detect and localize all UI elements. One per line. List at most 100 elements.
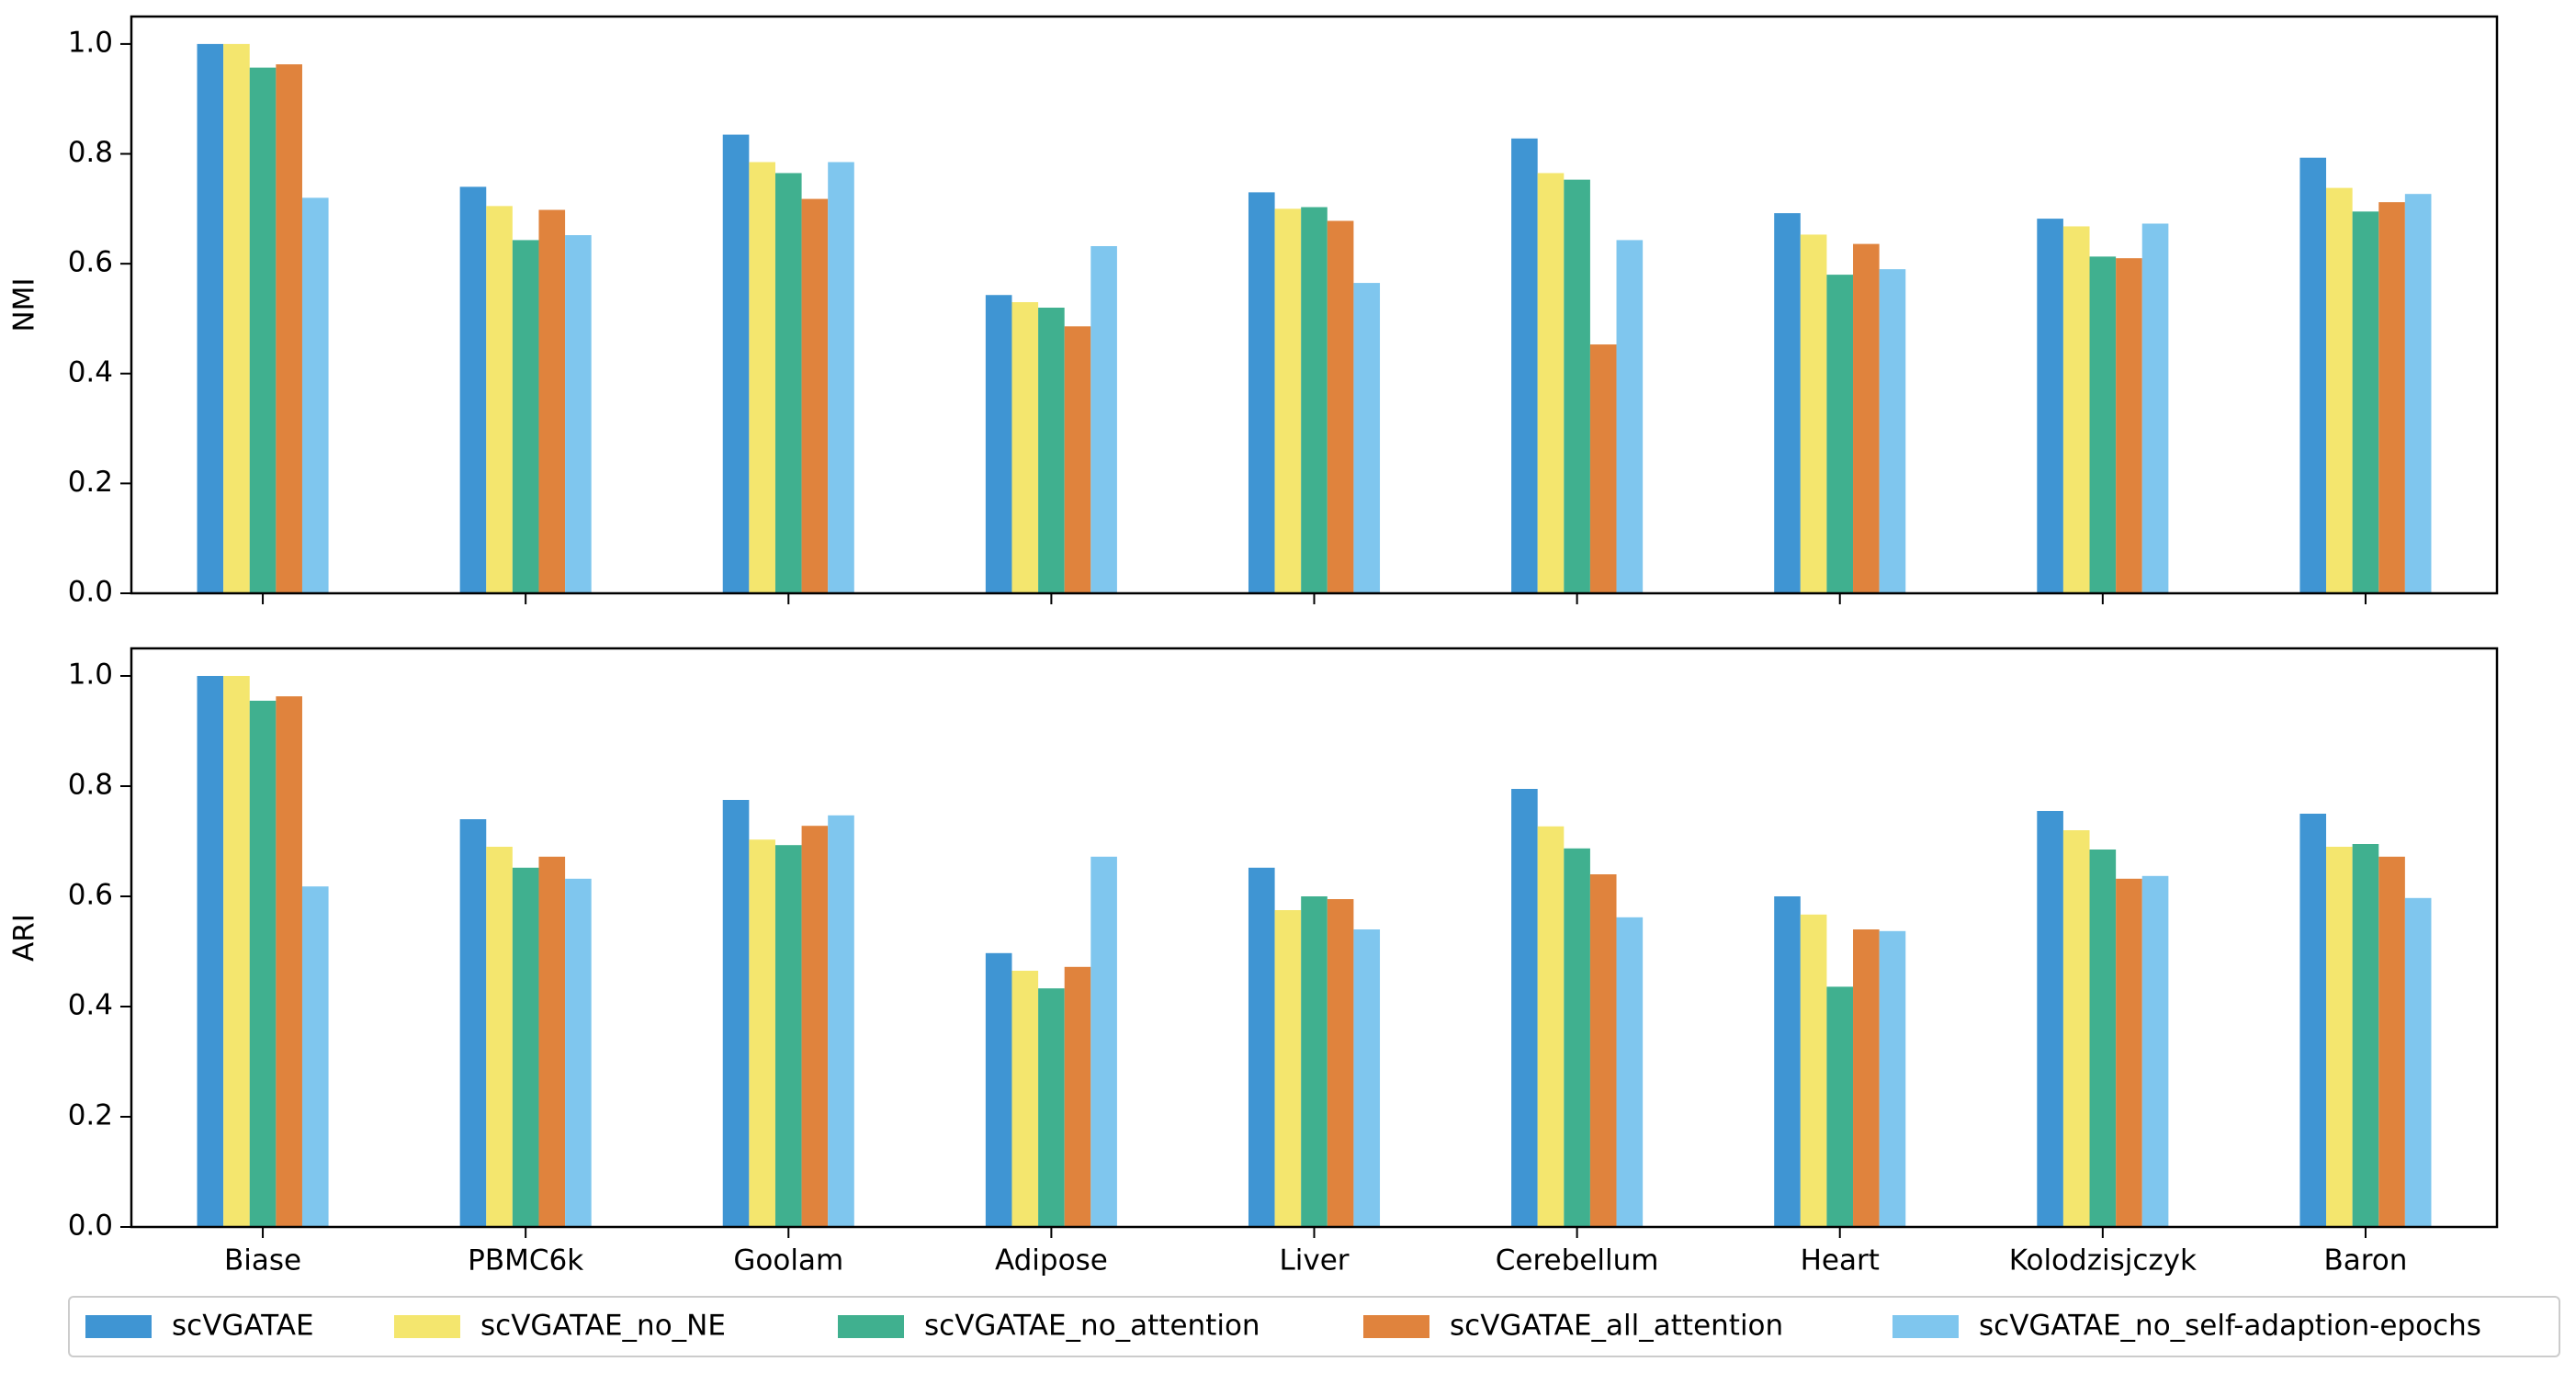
legend-label: scVGATAE_no_attention: [924, 1310, 1260, 1343]
bar: [1248, 192, 1275, 593]
bar: [1774, 896, 1801, 1227]
bar: [2062, 226, 2090, 593]
bar: [1537, 826, 1565, 1227]
legend-label: scVGATAE_no_self-adaption-epochs: [1979, 1310, 2481, 1343]
legend-swatch: [1892, 1315, 1959, 1338]
bar: [1353, 929, 1381, 1227]
bar: [1511, 789, 1538, 1227]
bar: [1826, 986, 1854, 1227]
y-tick-label: 1.0: [68, 26, 113, 59]
y-tick-label: 0.2: [68, 466, 113, 499]
bar: [1327, 220, 1354, 593]
bar: [1589, 874, 1617, 1227]
bar: [1853, 929, 1880, 1227]
bar: [2404, 194, 2432, 594]
y-tick-label: 0.4: [68, 989, 113, 1022]
legend-swatch: [838, 1315, 904, 1338]
bar: [1064, 966, 1091, 1227]
bar: [749, 162, 775, 593]
bar: [2352, 211, 2379, 594]
bar: [2299, 157, 2327, 593]
bar: [828, 162, 854, 593]
bar: [2378, 202, 2405, 593]
x-tick-label: Kolodzisjczyk: [2009, 1244, 2197, 1277]
y-axis-label: NMI: [8, 277, 41, 332]
bar: [722, 800, 750, 1227]
bar: [2141, 223, 2169, 593]
y-tick-label: 0.0: [68, 1210, 113, 1243]
x-tick-label: Adipose: [995, 1244, 1108, 1277]
bar: [1589, 344, 1617, 593]
bar: [249, 67, 277, 593]
bar: [2326, 847, 2353, 1227]
bar: [1800, 914, 1827, 1227]
x-tick-label: Biase: [224, 1244, 301, 1277]
bar: [276, 64, 302, 593]
bar: [1616, 917, 1644, 1227]
bar: [1011, 971, 1039, 1227]
bar: [1564, 179, 1590, 594]
legend-box: [68, 1296, 2560, 1357]
bar: [1038, 988, 1065, 1227]
bar: [249, 701, 277, 1227]
bar: [2141, 875, 2169, 1227]
bar: [276, 696, 302, 1227]
bar: [223, 43, 250, 593]
plot-frame: [130, 15, 2499, 595]
bar: [1564, 848, 1590, 1227]
bar: [1011, 302, 1039, 593]
bar: [1616, 240, 1644, 593]
x-tick-label: PBMC6k: [468, 1244, 583, 1277]
bar: [486, 206, 513, 594]
bar: [459, 186, 487, 593]
bar: [2037, 811, 2063, 1227]
bar: [538, 856, 566, 1227]
bar: [2404, 897, 2432, 1227]
y-tick-label: 0.0: [68, 576, 113, 609]
bar: [1826, 275, 1854, 593]
bar: [1537, 173, 1565, 593]
bar: [512, 240, 539, 593]
bar: [1879, 930, 1906, 1227]
bar: [459, 819, 487, 1227]
bar: [1774, 213, 1801, 593]
bar: [985, 952, 1012, 1227]
legend-label: scVGATAE_no_NE: [480, 1310, 726, 1343]
bar: [301, 197, 329, 593]
bar: [749, 839, 775, 1227]
bar: [1353, 283, 1381, 593]
bar: [486, 847, 513, 1227]
legend-swatch: [1363, 1315, 1429, 1338]
bar: [1301, 896, 1328, 1227]
bar: [2326, 187, 2353, 593]
y-axis-label: ARI: [8, 914, 41, 962]
bar: [2378, 856, 2405, 1227]
y-tick-label: 0.8: [68, 136, 113, 169]
x-tick-label: Cerebellum: [1496, 1244, 1659, 1277]
bar: [985, 295, 1012, 593]
bar: [2352, 844, 2379, 1227]
bar: [1327, 899, 1354, 1227]
bar: [565, 878, 592, 1227]
bar: [1800, 234, 1827, 594]
bar: [223, 676, 250, 1227]
bar: [722, 134, 750, 594]
bar: [2089, 850, 2117, 1227]
legend-swatch: [85, 1315, 152, 1338]
y-tick-label: 1.0: [68, 658, 113, 692]
y-tick-label: 0.6: [68, 246, 113, 279]
bar: [1090, 856, 1117, 1227]
x-tick-label: Baron: [2323, 1244, 2407, 1277]
y-tick-label: 0.2: [68, 1099, 113, 1132]
y-tick-label: 0.6: [68, 879, 113, 912]
bar: [801, 826, 829, 1227]
legend-swatch: [394, 1315, 460, 1338]
legend-label: scVGATAE: [172, 1310, 314, 1343]
bar: [2037, 219, 2063, 593]
bar: [2116, 878, 2142, 1227]
bar: [774, 845, 802, 1227]
legend-label: scVGATAE_all_attention: [1450, 1310, 1783, 1343]
bar: [828, 815, 854, 1227]
bar: [2089, 256, 2117, 593]
